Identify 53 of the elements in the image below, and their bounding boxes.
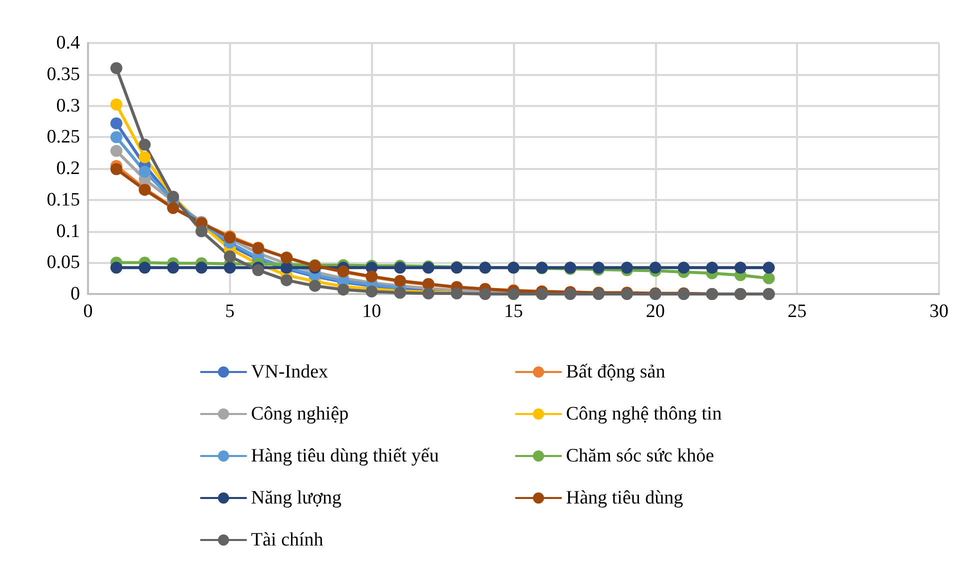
y-tick-label: 0.3	[56, 95, 80, 116]
y-tick-label: 0.4	[56, 32, 80, 54]
legend-label: Hàng tiêu dùng	[566, 488, 684, 508]
y-tick-label: 0.1	[56, 220, 80, 242]
y-tick-label: 0.05	[46, 252, 80, 274]
point	[110, 163, 122, 176]
point	[138, 151, 151, 164]
point	[110, 131, 122, 144]
point	[167, 262, 180, 274]
point	[337, 284, 350, 296]
point	[138, 262, 151, 274]
point	[649, 262, 662, 274]
point	[706, 262, 718, 274]
point	[479, 288, 492, 300]
point	[252, 264, 264, 276]
point	[678, 262, 690, 274]
legend-label: Tài chính	[251, 530, 324, 550]
legend-label: Bất động sản	[566, 362, 666, 382]
legend-label: Hàng tiêu dùng thiết yếu	[251, 446, 440, 466]
x-tick-label: 30	[930, 301, 948, 322]
point	[224, 250, 236, 262]
legend-label: VN-Index	[251, 362, 329, 382]
point	[138, 138, 151, 151]
x-tick-label: 15	[504, 301, 523, 322]
point	[280, 274, 293, 286]
y-tick-label: 0	[70, 284, 80, 304]
point	[110, 144, 122, 157]
x-tick-label: 25	[788, 301, 807, 322]
y-tick-label: 0.2	[56, 158, 80, 179]
legend-label: Công nghệ thông tin	[566, 404, 722, 424]
point	[762, 272, 775, 284]
point	[734, 262, 746, 274]
x-tick-label: 5	[225, 301, 235, 322]
point	[195, 262, 208, 274]
x-tick-label: 10	[362, 301, 382, 322]
legend-label: Chăm sóc sức khỏe	[566, 446, 714, 466]
x-tick-label: 20	[646, 301, 665, 322]
legend-label: Năng lượng	[251, 488, 342, 508]
y-tick-label: 0.25	[46, 126, 80, 148]
point	[195, 225, 208, 238]
point	[620, 262, 633, 274]
point	[110, 117, 122, 130]
point	[138, 166, 151, 178]
point	[110, 98, 122, 110]
point	[762, 262, 775, 274]
point	[308, 280, 321, 292]
y-tick-label: 0.35	[46, 64, 80, 85]
y-tick-label: 0.15	[46, 189, 80, 210]
point	[366, 285, 378, 298]
point	[224, 262, 236, 274]
legend-label: Công nghiệp	[251, 404, 349, 424]
point	[110, 262, 122, 274]
point	[110, 62, 122, 74]
